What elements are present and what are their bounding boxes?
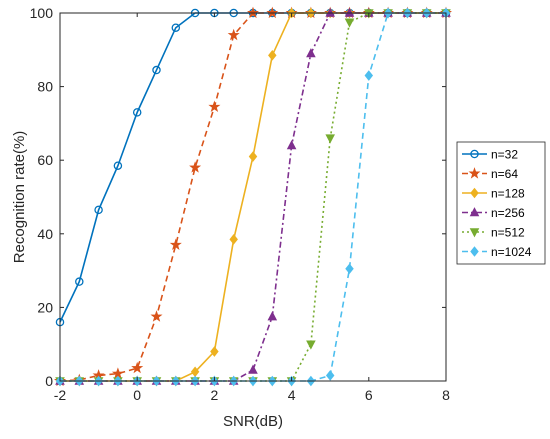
plot-lines [53, 6, 453, 387]
legend-label: n=128 [491, 187, 525, 201]
x-axis-ticks: -2 0 2 4 6 8 [54, 13, 450, 403]
x-tick-label: 0 [133, 387, 141, 403]
data-point [325, 7, 335, 17]
data-point [171, 23, 181, 32]
legend-label: n=256 [491, 206, 525, 220]
legend-marker [470, 149, 479, 159]
plot-area-frame [59, 12, 447, 382]
data-point [150, 310, 163, 322]
legend-marker [469, 228, 480, 238]
legend-label: n=32 [491, 148, 518, 162]
series-line [60, 12, 446, 382]
data-point [132, 108, 142, 117]
series-line [59, 12, 446, 382]
series-n=256 [55, 7, 451, 385]
data-point [227, 28, 240, 41]
legend-label: n=512 [491, 226, 525, 240]
legend-marker [469, 207, 480, 217]
y-tick-label: 100 [30, 5, 54, 21]
series-line [59, 12, 446, 323]
legend-label: n=1024 [491, 245, 532, 259]
y-tick-label: 40 [37, 226, 53, 242]
data-point [248, 151, 258, 162]
data-point [131, 361, 144, 374]
legend-marker [470, 187, 479, 199]
data-point [325, 370, 335, 381]
legend-entry: n=256 [462, 206, 525, 220]
data-point [189, 161, 202, 173]
legend-entry: n=512 [462, 226, 525, 240]
data-point [210, 346, 219, 357]
data-point [306, 48, 316, 58]
x-tick-label: 4 [288, 387, 296, 403]
data-point [152, 65, 161, 75]
data-point [169, 238, 182, 250]
y-tick-label: 60 [37, 152, 53, 168]
series-n=128 [55, 7, 451, 387]
data-point [286, 140, 297, 150]
series-line [60, 12, 446, 382]
data-point [306, 340, 316, 350]
series-line [60, 12, 446, 382]
legend-entry: n=64 [462, 167, 518, 181]
data-point [248, 364, 258, 374]
data-point [344, 18, 355, 28]
data-point [229, 234, 238, 245]
x-tick-label: 2 [211, 387, 219, 403]
legend-entry: n=128 [462, 187, 525, 201]
data-point [208, 100, 221, 112]
data-point [345, 263, 354, 275]
data-point [267, 311, 278, 321]
series-line [60, 12, 446, 382]
y-axis-ticks: 0 20 40 60 80 100 [30, 5, 446, 389]
data-point [268, 50, 277, 61]
data-point [325, 134, 335, 144]
legend-box [456, 141, 546, 265]
y-axis-label: Recognition rate(%) [11, 131, 28, 264]
x-tick-label: 8 [442, 387, 450, 403]
data-point [266, 6, 279, 19]
legend: n=32 n=64 n=128 n=256 n=512 n=1024 [456, 141, 546, 265]
data-point [113, 161, 123, 170]
x-tick-label: 6 [365, 387, 373, 403]
data-point [246, 6, 260, 19]
y-tick-label: 20 [37, 299, 53, 315]
legend-label: n=64 [491, 167, 518, 181]
series-n=512 [55, 9, 451, 387]
x-axis-label: SNR(dB) [223, 413, 283, 430]
y-tick-label: 0 [45, 373, 53, 389]
series-n=1024 [55, 7, 451, 387]
data-point [94, 205, 103, 215]
legend-entry: n=32 [462, 148, 518, 162]
legend-marker [468, 167, 481, 179]
y-tick-label: 80 [37, 79, 53, 95]
series-n=32 [55, 8, 451, 327]
x-tick-label: -2 [54, 387, 67, 403]
legend-marker [470, 246, 479, 257]
data-point [75, 277, 84, 286]
data-point [364, 70, 374, 81]
legend-entry: n=1024 [462, 245, 532, 259]
data-point [344, 7, 355, 17]
series-n=64 [53, 6, 453, 387]
